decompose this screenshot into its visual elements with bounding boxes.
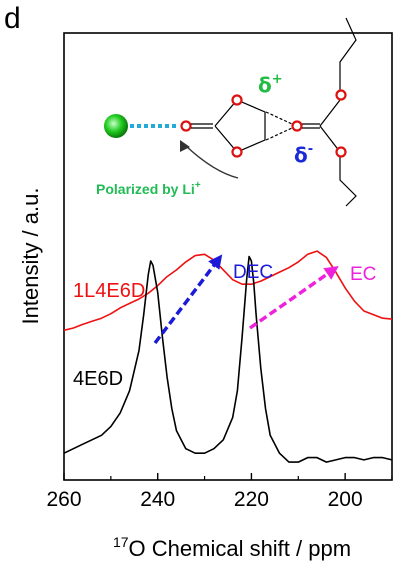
x-axis-title-superscript: 17 (113, 534, 129, 550)
ring-oxygen-top (231, 94, 243, 106)
panel-label: d (4, 2, 21, 35)
dec-oxygen-top (335, 89, 347, 101)
dipole-interaction-top (265, 111, 293, 125)
y-axis-title: Intensity / a.u. (18, 188, 43, 325)
dec-oxygen-bottom (335, 146, 347, 158)
x-tick-label: 200 (328, 488, 363, 511)
annotation-dec: DEC (233, 262, 273, 283)
ec-shift-arrow (248, 265, 339, 330)
polarization-arrowhead (180, 140, 190, 152)
carbonyl-oxygen-ec (180, 120, 192, 132)
dec-ethyl-chain-top (319, 17, 357, 127)
inset-scheme: δ+ δ- Polarized by Li+ (96, 17, 357, 207)
series-label-4e6d: 4E6D (73, 368, 123, 390)
polarized-caption: Polarized by Li+ (96, 180, 201, 197)
x-tick-label: 220 (234, 488, 269, 511)
ec-ring (214, 99, 266, 153)
polarization-arrow (185, 145, 239, 179)
ring-oxygen-bottom (231, 146, 243, 158)
dec-shift-arrow (153, 254, 223, 345)
li-ion-sphere (104, 114, 128, 138)
carbonyl-oxygen-dec (291, 120, 303, 132)
x-tick-label: 240 (140, 488, 175, 511)
x-axis-title: 17O Chemical shift / ppm (113, 534, 351, 561)
x-ticks: 260 240 220 200 (46, 473, 393, 511)
delta-plus-label: δ+ (258, 72, 283, 97)
x-tick-label: 260 (46, 488, 81, 511)
x-axis-title-text: O Chemical shift / ppm (129, 536, 352, 561)
delta-minus-label: δ- (294, 142, 313, 167)
dipole-interaction-bottom (265, 127, 293, 141)
series-line-4e6d (63, 255, 393, 463)
plot-frame (63, 32, 393, 481)
dec-ethyl-chain-bottom (319, 125, 357, 207)
annotation-ec: EC (350, 264, 376, 285)
series-label-1l4e6d: 1L4E6D (73, 280, 145, 302)
